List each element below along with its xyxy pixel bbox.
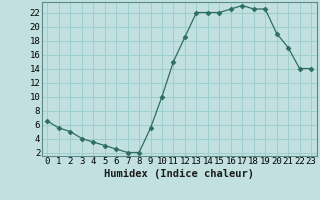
X-axis label: Humidex (Indice chaleur): Humidex (Indice chaleur) [104, 169, 254, 179]
